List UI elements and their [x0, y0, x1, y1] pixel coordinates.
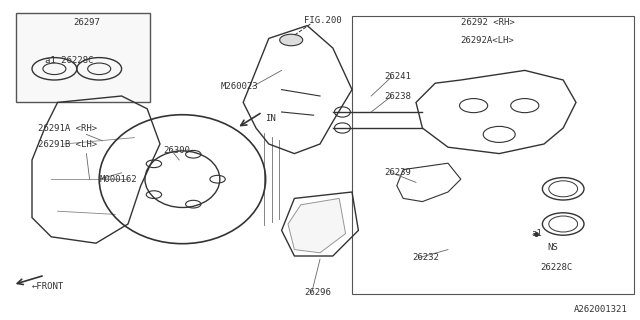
Text: 26232: 26232 [413, 253, 440, 262]
Text: 26296: 26296 [304, 288, 331, 297]
Text: 26241: 26241 [384, 72, 411, 81]
Text: FIG.200: FIG.200 [304, 16, 342, 25]
Circle shape [280, 34, 303, 46]
Text: A262001321: A262001321 [573, 305, 627, 314]
Text: NS: NS [547, 244, 558, 252]
Text: 26292A<LH>: 26292A<LH> [461, 36, 515, 44]
Polygon shape [288, 198, 346, 253]
Bar [352, 16, 634, 294]
Text: 26291A <RH>: 26291A <RH> [38, 124, 97, 132]
Text: M000162: M000162 [99, 175, 137, 184]
Text: IN: IN [266, 114, 276, 123]
Text: 26239: 26239 [384, 168, 411, 177]
Text: 26291B <LH>: 26291B <LH> [38, 140, 97, 148]
Text: 26238: 26238 [384, 92, 411, 100]
Text: 26297: 26297 [74, 18, 100, 27]
Text: ←FRONT: ←FRONT [32, 282, 64, 291]
Bar [16, 13, 150, 102]
Text: 26300: 26300 [163, 146, 190, 155]
Text: 26292 <RH>: 26292 <RH> [461, 18, 515, 27]
Text: a1 26228C: a1 26228C [45, 56, 93, 65]
Text: 26228C: 26228C [541, 263, 573, 272]
Text: M260023: M260023 [221, 82, 259, 91]
Text: a1: a1 [531, 229, 542, 238]
